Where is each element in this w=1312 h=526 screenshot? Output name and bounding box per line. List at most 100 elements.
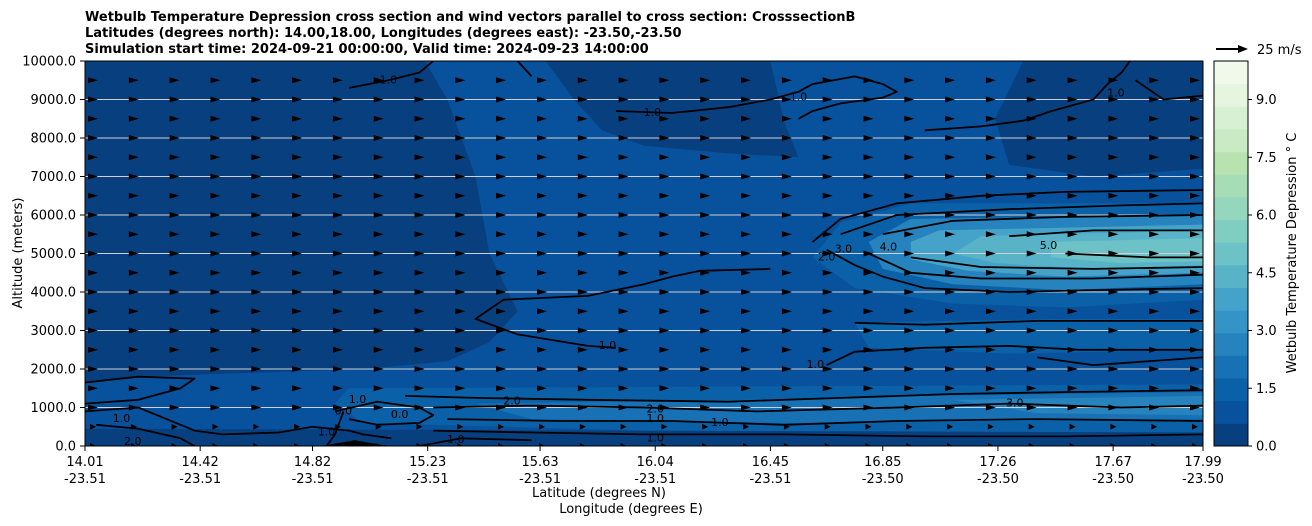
wind-vector xyxy=(904,385,915,392)
wind-vector xyxy=(496,192,507,199)
wind-vector xyxy=(743,443,749,446)
wind-vector xyxy=(294,423,301,430)
wind-vector xyxy=(455,173,466,180)
wind-vector xyxy=(659,77,670,84)
wind-vector xyxy=(781,366,792,372)
x-tick-label-lon-2: -23.51 xyxy=(292,472,334,487)
colorbar-band-4 xyxy=(1214,332,1248,356)
wind-vector xyxy=(128,115,139,122)
wind-vector xyxy=(985,212,996,218)
colorbar: 0.0 1.5 3.0 4.5 6.0 7.5 9.0 Wetbulb Temperatur… xyxy=(1213,60,1300,455)
wind-vector xyxy=(455,135,466,141)
wind-vector xyxy=(659,115,670,122)
wind-vector xyxy=(1026,385,1037,392)
wind-vector xyxy=(1149,404,1160,411)
wind-vector xyxy=(292,327,303,334)
x-tick-label-lon-5: -23.51 xyxy=(634,472,676,487)
wind-vector xyxy=(659,212,670,218)
wind-vector xyxy=(1026,135,1037,141)
wind-vector xyxy=(210,385,221,392)
wind-vector xyxy=(863,250,874,257)
wind-vector xyxy=(332,308,343,315)
wind-vector xyxy=(659,366,670,372)
wind-vector xyxy=(455,115,466,122)
wind-vector xyxy=(904,96,915,103)
wind-vector xyxy=(292,269,303,276)
wind-vector xyxy=(498,423,505,430)
wind-vector xyxy=(781,115,792,122)
wind-vector xyxy=(1108,308,1119,315)
wind-vector xyxy=(700,327,711,334)
wind-vector xyxy=(455,327,466,334)
x-tick-label-lat-5: 16.04 xyxy=(637,455,674,470)
wind-vector xyxy=(1190,366,1200,372)
wind-vector xyxy=(904,173,915,180)
wind-vector xyxy=(1067,77,1078,84)
y-axis: 0.0 1000.0 2000.0 3000.0 4000.0 5000.0 6000.0 7… xyxy=(22,55,85,455)
wind-vector xyxy=(659,250,670,257)
wind-vector xyxy=(822,96,833,103)
wind-vector xyxy=(1026,289,1037,295)
wind-vector xyxy=(1149,212,1160,218)
wind-vector xyxy=(373,173,384,180)
wind-vector xyxy=(1108,327,1119,334)
wind-vector xyxy=(210,154,221,161)
wind-vector xyxy=(822,346,833,353)
wind-vector xyxy=(700,404,711,411)
wind-vector xyxy=(373,346,384,353)
y-tick-label-1: 1000.0 xyxy=(31,401,77,416)
wind-vector xyxy=(1149,385,1160,392)
wind-vector xyxy=(539,443,545,446)
wind-vector xyxy=(537,212,547,218)
quiver-key: 25 m/s xyxy=(1216,43,1302,58)
x-tick-label-lat-2: 14.82 xyxy=(294,455,331,470)
wind-vector xyxy=(618,173,629,180)
wind-vector xyxy=(1151,443,1158,446)
wind-vector xyxy=(1108,346,1119,353)
wind-vector xyxy=(985,231,996,238)
wind-vector xyxy=(1149,308,1160,315)
wind-vector xyxy=(373,308,384,315)
contour-line-8 xyxy=(840,202,1203,236)
wind-vector xyxy=(128,366,139,372)
wind-vector xyxy=(741,308,751,315)
wind-vector xyxy=(457,443,464,446)
wind-vector xyxy=(781,250,792,257)
wind-vector xyxy=(1190,77,1200,84)
wind-vector xyxy=(537,327,547,334)
wind-vector xyxy=(128,404,139,411)
contour-line-0 xyxy=(348,61,434,89)
wind-vector xyxy=(741,96,751,103)
wind-vector xyxy=(1190,289,1200,295)
wind-vector xyxy=(416,443,423,446)
wind-vector xyxy=(251,135,262,141)
wind-vector xyxy=(251,231,262,238)
wind-vector xyxy=(985,115,996,122)
fill-region-12 xyxy=(854,318,1203,354)
wind-vector xyxy=(781,212,792,218)
wind-vector xyxy=(822,212,833,218)
wind-vector xyxy=(210,115,221,122)
wind-vector xyxy=(822,404,833,411)
wind-vector xyxy=(1151,423,1158,430)
wind-vector xyxy=(1069,443,1076,446)
y-tick-label-7: 7000.0 xyxy=(31,170,77,185)
wind-vector xyxy=(783,443,790,446)
wind-vector xyxy=(373,327,384,334)
wind-vector xyxy=(577,404,588,411)
contour-label-17: 1.0 xyxy=(646,431,664,444)
wind-vector xyxy=(496,308,507,315)
wind-vector xyxy=(700,77,711,84)
wind-vector xyxy=(700,346,711,353)
wind-vector xyxy=(1149,135,1160,141)
wind-vector xyxy=(414,404,425,411)
wind-vector xyxy=(620,443,627,446)
wind-vector xyxy=(945,115,956,122)
wind-vector xyxy=(251,366,262,372)
x-tick-label-lat-1: 14.42 xyxy=(182,455,219,470)
wind-vector xyxy=(496,173,507,180)
wind-vector xyxy=(822,231,833,238)
contour-label-0: 1.0 xyxy=(380,73,398,86)
wind-vector xyxy=(414,308,425,315)
colorbar-tick-label-6: 9.0 xyxy=(1256,93,1277,108)
